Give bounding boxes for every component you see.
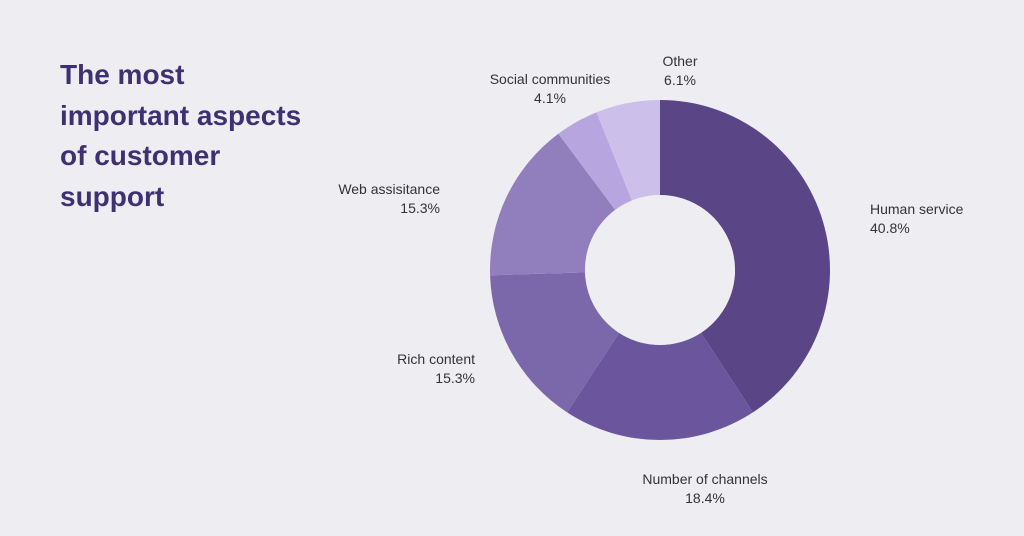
donut-hole bbox=[585, 195, 735, 345]
chart-title: The most important aspects of customer s… bbox=[60, 55, 320, 217]
slice-label-pct: 6.1% bbox=[662, 71, 697, 90]
slice-label-name: Web assisitance bbox=[338, 180, 440, 199]
slice-label-name: Other bbox=[662, 52, 697, 71]
slice-label: Other6.1% bbox=[662, 52, 697, 90]
slice-label-pct: 18.4% bbox=[642, 489, 767, 508]
slice-label-pct: 4.1% bbox=[490, 89, 611, 108]
slice-label-name: Number of channels bbox=[642, 470, 767, 489]
slice-label: Human service40.8% bbox=[870, 200, 963, 238]
slice-label-pct: 15.3% bbox=[397, 369, 475, 388]
slice-label: Rich content15.3% bbox=[397, 350, 475, 388]
slice-label: Social communities4.1% bbox=[490, 70, 611, 108]
slice-label-name: Human service bbox=[870, 200, 963, 219]
slice-label-name: Rich content bbox=[397, 350, 475, 369]
donut-chart: Human service40.8%Number of channels18.4… bbox=[490, 100, 830, 440]
donut-svg bbox=[490, 100, 830, 440]
slice-label-name: Social communities bbox=[490, 70, 611, 89]
slice-label-pct: 40.8% bbox=[870, 219, 963, 238]
slice-label: Number of channels18.4% bbox=[642, 470, 767, 508]
slice-label-pct: 15.3% bbox=[338, 199, 440, 218]
slice-label: Web assisitance15.3% bbox=[338, 180, 440, 218]
